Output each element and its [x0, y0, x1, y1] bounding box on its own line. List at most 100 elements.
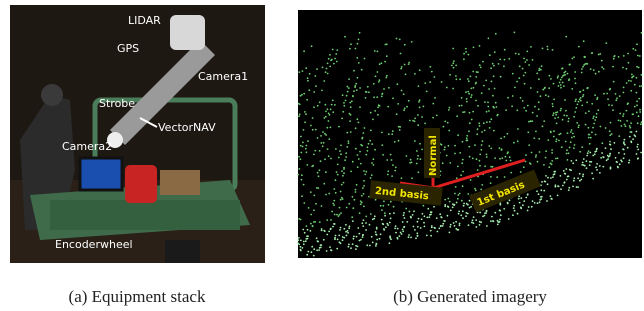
- point: [574, 78, 576, 80]
- point: [490, 176, 492, 178]
- point: [639, 55, 641, 57]
- point: [329, 66, 331, 68]
- point: [405, 73, 407, 75]
- point: [376, 96, 378, 98]
- point: [371, 162, 373, 164]
- point: [443, 126, 445, 128]
- point: [430, 214, 432, 216]
- point: [520, 197, 522, 199]
- point: [347, 232, 349, 234]
- point: [546, 200, 548, 202]
- point: [505, 156, 507, 158]
- point: [547, 46, 549, 48]
- point: [340, 145, 342, 147]
- point: [455, 75, 457, 77]
- point: [539, 68, 541, 70]
- point: [516, 81, 518, 83]
- point: [630, 122, 632, 124]
- point: [309, 73, 311, 75]
- point: [573, 177, 575, 179]
- point: [497, 224, 499, 226]
- point: [554, 173, 556, 175]
- point: [609, 153, 611, 155]
- point: [457, 229, 459, 231]
- point: [479, 165, 481, 167]
- point: [472, 111, 474, 113]
- point: [411, 177, 413, 179]
- point: [441, 217, 443, 219]
- point: [340, 212, 342, 214]
- point: [518, 195, 520, 197]
- point: [454, 225, 456, 227]
- point: [365, 154, 367, 156]
- point: [370, 177, 372, 179]
- point: [380, 233, 382, 235]
- point: [453, 222, 455, 224]
- point: [605, 42, 607, 44]
- point: [349, 48, 351, 50]
- point: [345, 224, 347, 226]
- point: [337, 174, 339, 176]
- point: [317, 187, 319, 189]
- point: [474, 144, 476, 146]
- point: [343, 105, 345, 107]
- point: [599, 172, 601, 174]
- point: [501, 148, 503, 150]
- point: [403, 214, 405, 216]
- point: [462, 210, 464, 212]
- point: [577, 186, 579, 188]
- point: [340, 199, 342, 201]
- point: [421, 116, 423, 118]
- point: [348, 227, 350, 229]
- point: [475, 100, 477, 102]
- point: [447, 122, 449, 124]
- point: [583, 94, 585, 96]
- point: [362, 234, 364, 236]
- point: [639, 85, 641, 87]
- point: [471, 222, 473, 224]
- point: [342, 175, 344, 177]
- point: [342, 94, 344, 96]
- point: [550, 78, 552, 80]
- point: [567, 159, 569, 161]
- point: [635, 49, 637, 51]
- point: [374, 215, 376, 217]
- point: [394, 141, 396, 143]
- point: [300, 158, 302, 160]
- point: [335, 192, 337, 194]
- point: [396, 38, 398, 40]
- point: [468, 146, 470, 148]
- point: [381, 219, 383, 221]
- point: [384, 215, 386, 217]
- point: [623, 92, 625, 94]
- point: [488, 88, 490, 90]
- point: [636, 104, 638, 106]
- point: [520, 207, 522, 209]
- point: [387, 224, 389, 226]
- point: [562, 185, 564, 187]
- point: [568, 189, 570, 191]
- point: [621, 125, 623, 127]
- point: [334, 104, 336, 106]
- point: [580, 179, 582, 181]
- point: [530, 46, 532, 48]
- point: [307, 80, 309, 82]
- point: [557, 77, 559, 79]
- point: [310, 214, 312, 216]
- point: [398, 140, 400, 142]
- point: [547, 177, 549, 179]
- point: [406, 221, 408, 223]
- point: [565, 110, 567, 112]
- point: [537, 202, 539, 204]
- point: [525, 110, 527, 112]
- point: [480, 189, 482, 191]
- point: [414, 73, 416, 75]
- point: [632, 113, 634, 115]
- point: [626, 120, 628, 122]
- point: [484, 101, 486, 103]
- point: [454, 193, 456, 195]
- point: [301, 195, 303, 197]
- point: [509, 199, 511, 201]
- point: [386, 43, 388, 45]
- point: [329, 246, 331, 248]
